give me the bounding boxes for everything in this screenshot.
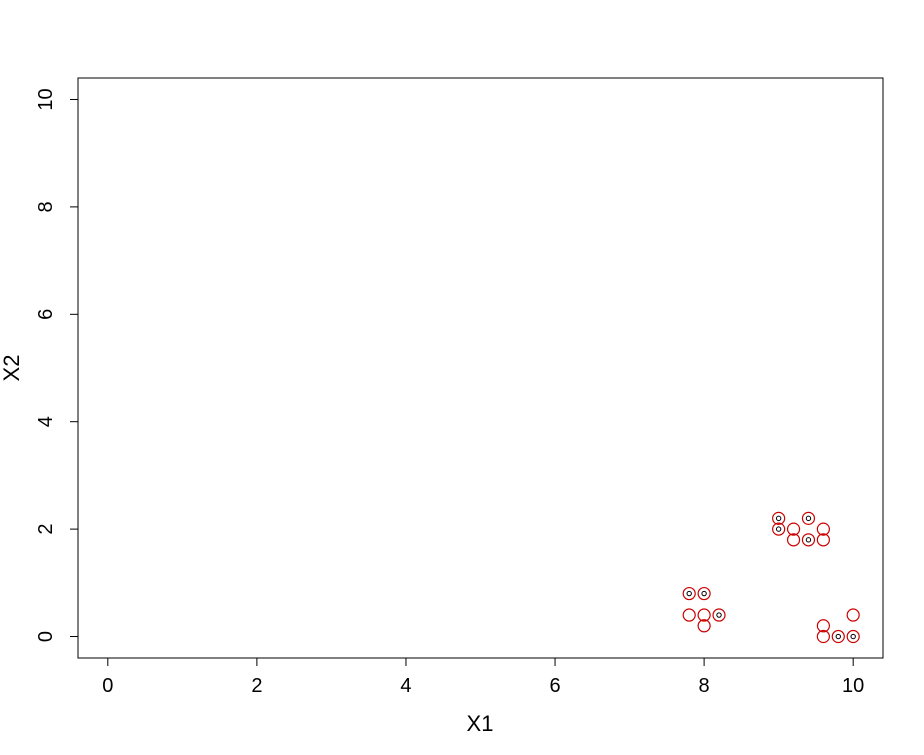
data-point-open-circle xyxy=(831,629,845,644)
x-tick-label: 0 xyxy=(102,675,113,697)
data-point-open-circle xyxy=(697,608,711,622)
data-point-open-circle xyxy=(772,511,786,525)
data-point-open-circle xyxy=(697,586,711,601)
y-tick-label: 10 xyxy=(35,88,57,110)
data-points xyxy=(682,511,860,644)
data-point-small-circle xyxy=(701,590,707,597)
data-point-open-circle xyxy=(846,608,860,622)
data-point-open-circle xyxy=(816,533,830,547)
y-axis: 0 2 4 6 8 10 xyxy=(35,88,79,642)
x-tick-label: 2 xyxy=(251,675,262,697)
y-tick-label: 8 xyxy=(35,201,57,212)
data-point-open-circle xyxy=(816,629,830,644)
data-point-small-circle xyxy=(850,633,856,640)
data-point-open-circle xyxy=(801,511,816,525)
data-point-small-circle xyxy=(835,633,841,640)
data-point-small-circle xyxy=(805,515,812,522)
x-axis-title: X1 xyxy=(467,711,494,736)
data-point-open-circle xyxy=(697,619,711,633)
data-point-open-circle xyxy=(846,629,860,644)
x-tick-label: 8 xyxy=(699,675,710,697)
data-point-open-circle xyxy=(682,586,696,601)
data-point-open-circle xyxy=(682,608,696,622)
x-tick-label: 6 xyxy=(549,675,560,697)
y-axis-title: X2 xyxy=(0,355,24,382)
plot-frame xyxy=(77,77,884,659)
y-tick-label: 0 xyxy=(35,631,57,642)
data-point-small-circle xyxy=(686,590,692,597)
x-tick-label: 10 xyxy=(842,675,864,697)
data-point-open-circle xyxy=(801,533,816,547)
data-point-open-circle xyxy=(712,608,726,622)
data-point-small-circle xyxy=(805,537,812,543)
data-point-open-circle xyxy=(786,533,801,547)
y-tick-label: 2 xyxy=(35,524,57,535)
x-axis: 0 2 4 6 8 10 xyxy=(102,657,864,697)
data-point-small-circle xyxy=(775,515,782,522)
data-point-open-circle xyxy=(772,522,786,536)
data-point-open-circle xyxy=(816,619,830,633)
data-point-open-circle xyxy=(786,522,801,536)
data-point-small-circle xyxy=(775,526,782,532)
x-tick-label: 4 xyxy=(400,675,411,697)
y-tick-label: 4 xyxy=(35,416,57,427)
y-tick-label: 6 xyxy=(35,309,57,320)
data-point-open-circle xyxy=(816,522,830,536)
data-point-small-circle xyxy=(716,612,722,618)
